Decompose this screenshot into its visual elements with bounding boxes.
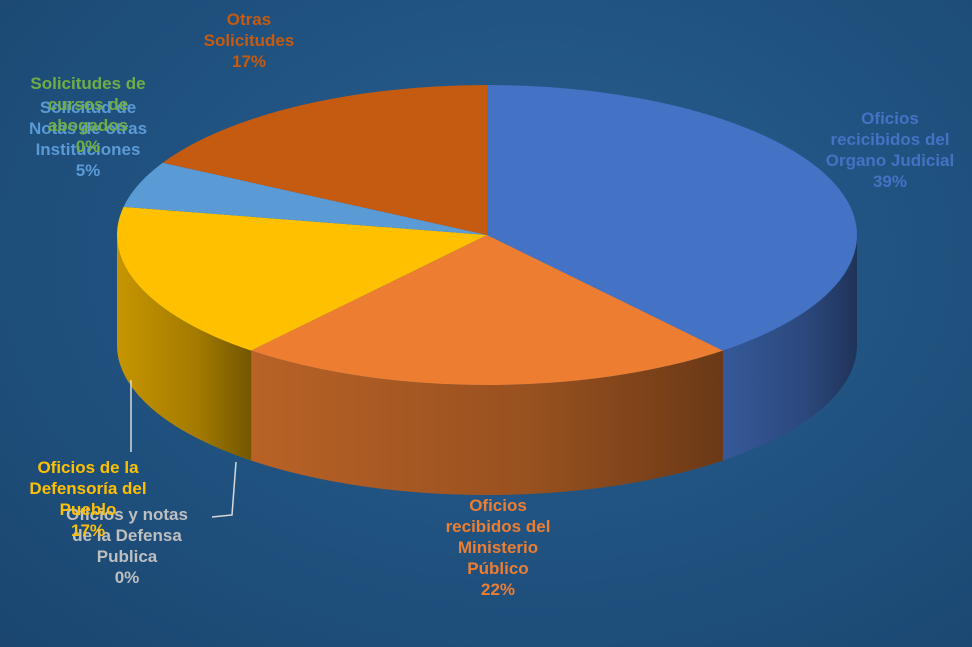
pie-tops xyxy=(117,84,858,385)
leader-lines xyxy=(130,380,237,518)
pie-sides xyxy=(117,235,858,495)
slice-label-otras-instituciones: Solicitud de Notas de otras Institucione… xyxy=(28,98,148,180)
pie-slice-oficios-de-la-defensoria-del-pueblo xyxy=(117,206,488,351)
pie-side-shade xyxy=(251,350,723,495)
slice-label-otras-solicitudes: Otras Solicitudes 17% xyxy=(203,10,295,71)
pie-slice-oficios-recibidos-del-ministerio-publico xyxy=(251,235,723,385)
slice-label-defensa-publica: Oficios y notas de la Defensa Publica 0% xyxy=(66,505,188,587)
pie-side-shade xyxy=(722,235,858,461)
pie-slice-otras-solicitudes xyxy=(162,84,487,235)
slice-label-defensoria-pueblo: Oficios de la Defensoría del Pueblo 17% xyxy=(29,458,147,540)
pie-side-shade xyxy=(117,235,252,461)
slice-label-cursos-abogados: Solicitudes de cursos de abogados 0% xyxy=(30,74,146,156)
leader-line-defensa-publica xyxy=(211,461,237,518)
pie-slice-oficios-recicibidos-del-organo-judicial xyxy=(487,85,858,351)
pie-slice-solicitud-de-notas-de-otras-instituciones xyxy=(123,162,488,235)
slice-label-ministerio-publico: Oficios recibidos del Ministerio Público… xyxy=(445,496,551,599)
slice-label-organo-judicial: Oficios recicibidos del Organo Judicial … xyxy=(825,109,955,191)
